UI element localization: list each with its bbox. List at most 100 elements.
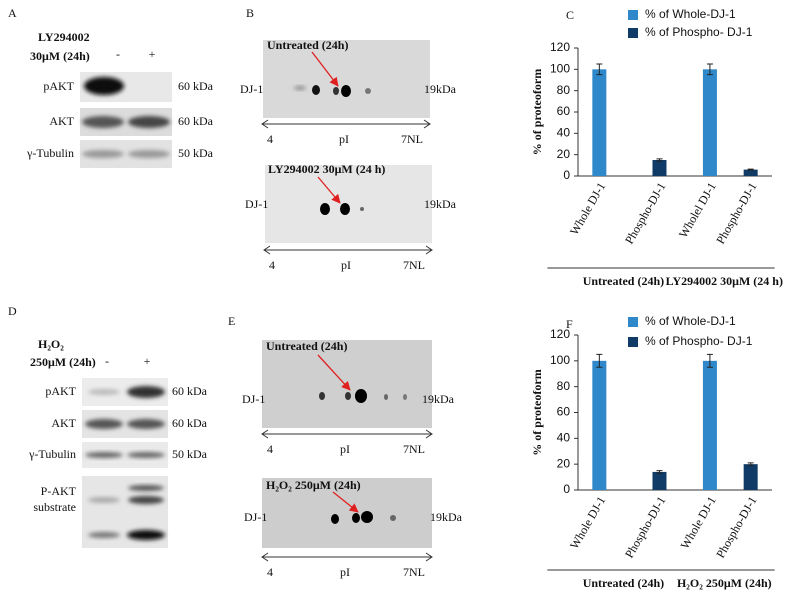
gel-images (262, 40, 432, 548)
blot-row-label: substrate (33, 500, 76, 514)
y-tick-label: 120 (550, 40, 570, 54)
pi-axis-label: pI (340, 442, 350, 456)
bar (652, 471, 667, 490)
panel-label: C (566, 8, 574, 22)
bar (743, 464, 758, 490)
molecular-weight: 50 kDa (178, 146, 214, 160)
panel-label: D (8, 304, 17, 318)
panel-label: B (246, 6, 254, 20)
molecular-weight: 60 kDa (178, 79, 214, 93)
y-axis-label: % of proteoform (530, 69, 544, 155)
bar (592, 360, 607, 490)
molecular-weight: 19kDa (424, 82, 457, 96)
y-tick-label: 80 (557, 83, 571, 97)
legend-label: % of Whole-DJ-1 (645, 314, 736, 328)
blot-row-label: pAKT (45, 384, 76, 398)
y-tick-label: 40 (557, 431, 571, 445)
gel-title: H₂O₂ 250μM (24h) (266, 478, 361, 492)
error-bar (747, 462, 754, 466)
y-tick-label: 60 (557, 104, 571, 118)
bar (592, 69, 607, 176)
y-tick-label: 80 (557, 379, 571, 393)
pi-axis-label: pI (340, 565, 350, 579)
blot-images-d (82, 378, 168, 548)
y-tick-label: 0 (563, 482, 570, 496)
gel-title: LY294002 30μM (24 h) (268, 162, 385, 176)
treatment-label: LY294002 (38, 30, 90, 44)
group-label: Untreated (24h) (583, 274, 664, 288)
panel-label: F (566, 317, 573, 331)
legend-swatch (628, 337, 638, 347)
legend-swatch (628, 28, 638, 38)
molecular-weight: 60 kDa (172, 416, 208, 430)
pi-axis-label: 7NL (403, 565, 425, 579)
pi-axis-head (263, 245, 433, 255)
x-tick-label: Whole DJ-1 (567, 180, 608, 238)
error-bar (596, 353, 603, 368)
legend-swatch (628, 10, 638, 20)
blot-row-label: P-AKT (41, 484, 77, 498)
panel-label: E (228, 314, 235, 328)
molecular-weight: 50 kDa (172, 447, 208, 461)
bar (743, 169, 758, 176)
panel-label: A (8, 6, 17, 20)
error-bar (656, 158, 663, 162)
blot-images-a (80, 72, 172, 168)
error-bar (656, 470, 663, 474)
blot-row-label: AKT (49, 114, 74, 128)
legend-swatch (628, 317, 638, 327)
group-label: Untreated (24h) (583, 576, 664, 590)
pi-axis-label: 7NL (401, 132, 423, 146)
pi-axis-head (261, 552, 433, 562)
gel-title: Untreated (24h) (267, 38, 348, 52)
protein-label: DJ-1 (240, 82, 263, 96)
pi-axis-label: pI (339, 132, 349, 146)
y-tick-label: 120 (550, 327, 570, 341)
pi-axis-label: 4 (267, 132, 273, 146)
y-axis-label: % of proteoform (530, 369, 544, 455)
protein-label: DJ-1 (242, 392, 265, 406)
legend-label: % of Phospho- DJ-1 (645, 334, 753, 348)
x-tick-label: Phospho-DJ-1 (622, 494, 668, 560)
molecular-weight: 60 kDa (178, 114, 214, 128)
y-tick-label: 40 (557, 126, 571, 140)
molecular-weight: 60 kDa (172, 384, 208, 398)
error-bar (747, 168, 754, 171)
group-label: LY294002 30μM (24 h) (666, 274, 783, 288)
protein-label: DJ-1 (245, 197, 268, 211)
bar (702, 360, 717, 490)
molecular-weight: 19kDa (430, 510, 463, 524)
lane-label: + (144, 354, 151, 368)
pi-axis-label: pI (341, 258, 351, 272)
lane-label: - (105, 354, 109, 368)
y-tick-label: 100 (550, 353, 570, 367)
y-tick-label: 20 (557, 147, 571, 161)
bar (702, 69, 717, 176)
pi-axis-label: 4 (267, 565, 273, 579)
legend-label: % of Phospho- DJ-1 (645, 25, 753, 39)
group-label: H₂O₂ 250μM (24h) (677, 576, 772, 590)
treatment-label: 30μM (24h) (30, 49, 90, 63)
error-bar (596, 63, 603, 76)
y-tick-label: 20 (557, 456, 571, 470)
blot-row-label: γ-Tubulin (28, 447, 76, 461)
y-tick-label: 0 (563, 168, 570, 182)
error-bar (706, 63, 713, 76)
legend-label: % of Whole-DJ-1 (645, 7, 736, 21)
pi-axis-head (261, 119, 431, 129)
x-tick-label: Whole DJ-1 (567, 494, 608, 552)
x-tick-label: Phospho-DJ-1 (713, 180, 759, 246)
pi-axis-label: 7NL (403, 258, 425, 272)
bar (652, 160, 667, 176)
protein-label: DJ-1 (244, 510, 267, 524)
x-tick-label: Wholel DJ-1 (676, 180, 719, 240)
error-bar (706, 353, 713, 368)
pi-axis-head (261, 429, 433, 439)
treatment-label: 250μM (24h) (30, 355, 96, 369)
y-tick-label: 100 (550, 62, 570, 76)
blot-row-label: AKT (51, 416, 76, 430)
blot-row-label: pAKT (43, 79, 74, 93)
pi-axis-label: 4 (267, 442, 273, 456)
pi-axis-label: 4 (269, 258, 275, 272)
